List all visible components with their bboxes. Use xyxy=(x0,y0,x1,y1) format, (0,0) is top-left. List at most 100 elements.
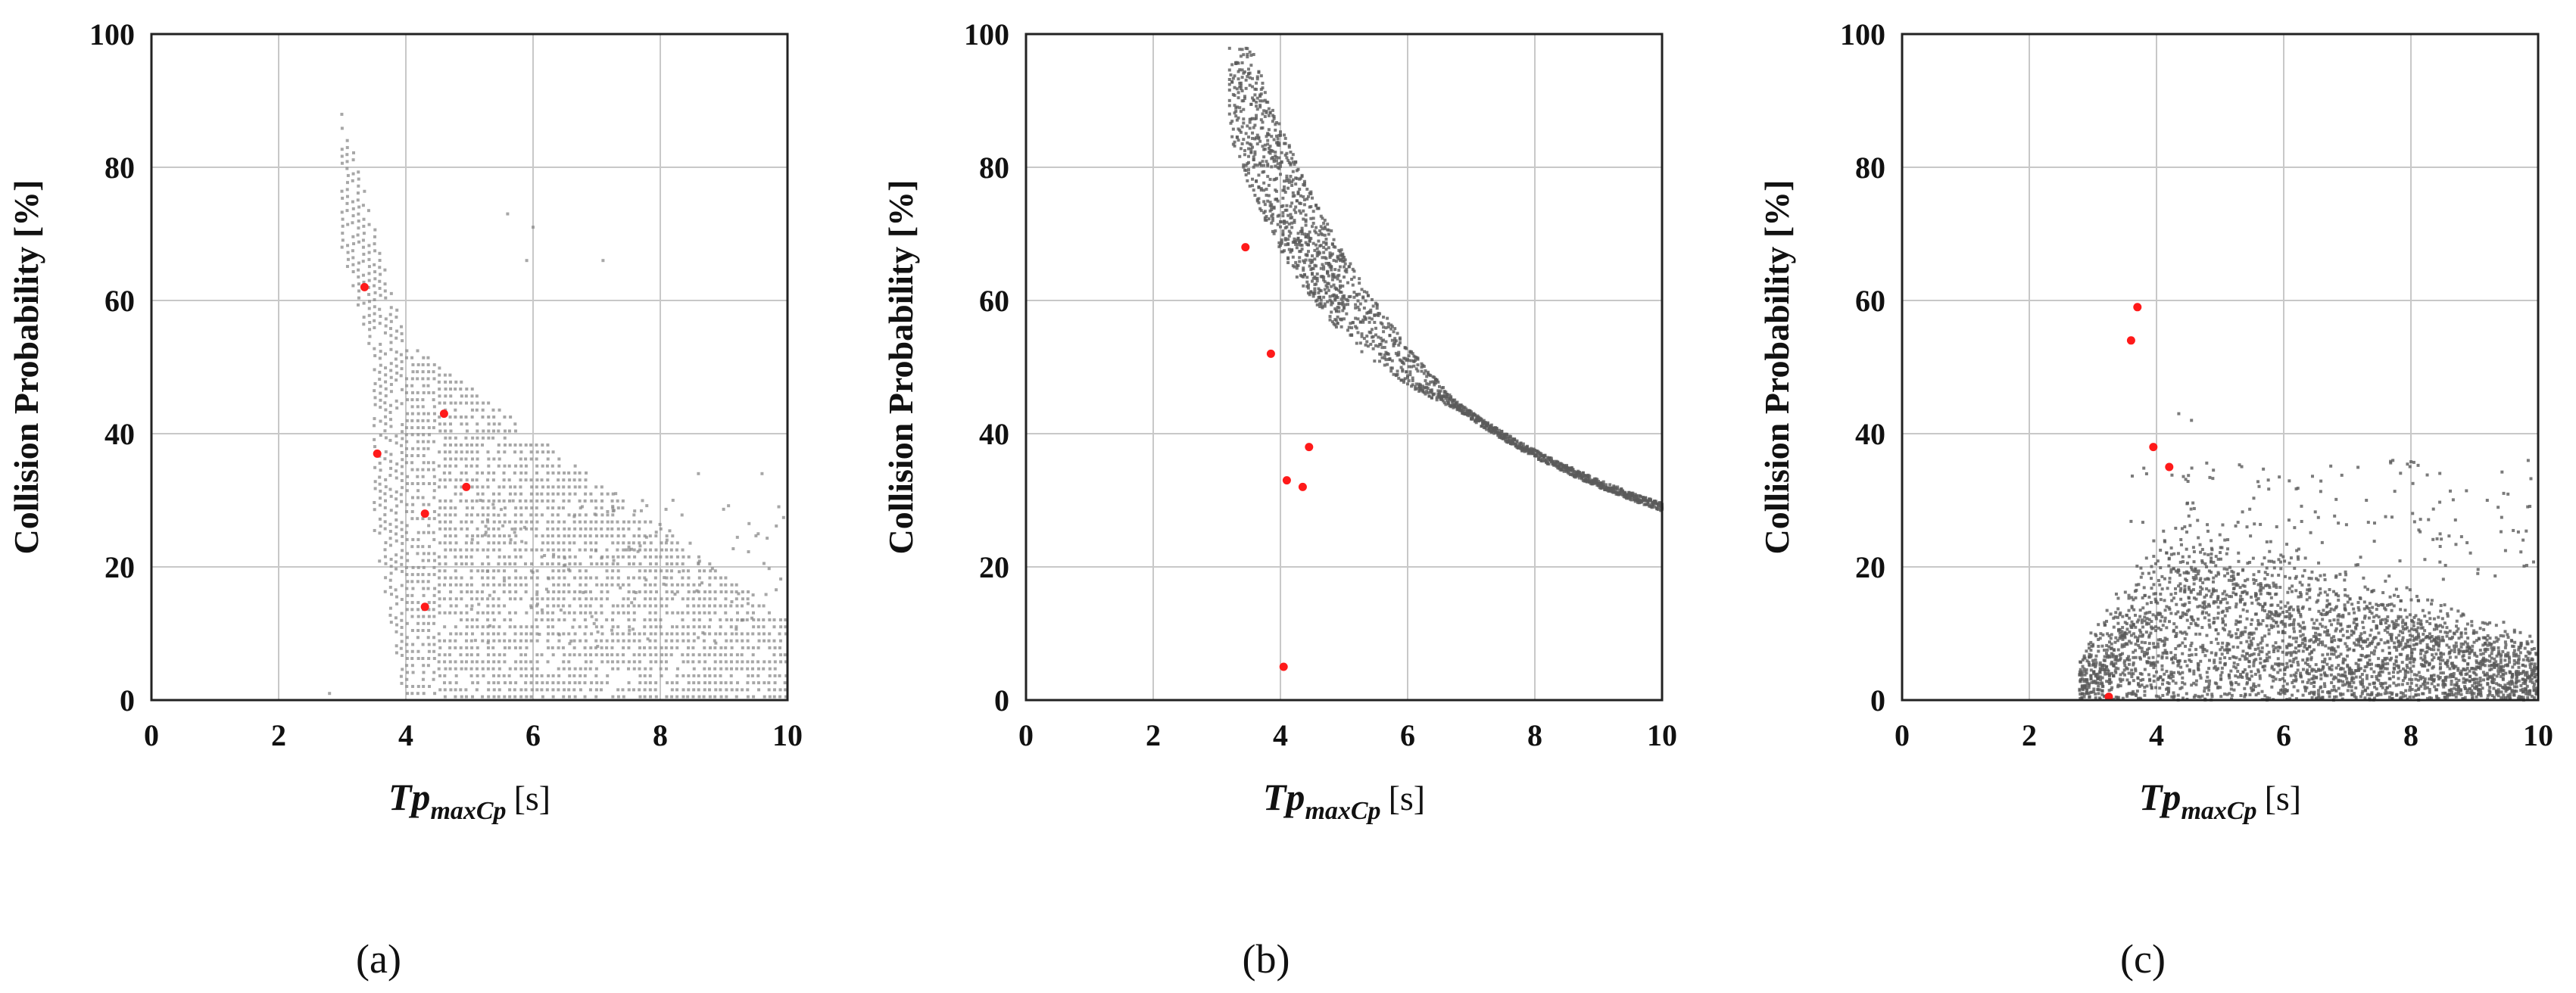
scatter-point xyxy=(1253,152,1257,156)
scatter-point xyxy=(2221,523,2225,527)
scatter-point xyxy=(510,528,514,531)
scatter-point xyxy=(2197,665,2200,669)
scatter-point xyxy=(1435,398,1439,402)
scatter-point xyxy=(373,263,376,266)
scatter-point xyxy=(529,520,533,524)
scatter-point xyxy=(497,443,501,447)
scatter-point xyxy=(675,548,678,552)
scatter-point xyxy=(600,653,604,657)
scatter-point xyxy=(2176,693,2180,697)
scatter-point xyxy=(475,394,479,398)
scatter-point xyxy=(627,590,631,593)
scatter-point xyxy=(416,405,419,409)
scatter-point xyxy=(2154,562,2158,565)
scatter-point xyxy=(1248,83,1252,87)
scatter-point xyxy=(1259,209,1263,213)
scatter-point xyxy=(1239,87,1243,91)
scatter-point xyxy=(616,527,620,531)
scatter-point xyxy=(503,541,507,545)
scatter-point xyxy=(384,324,388,328)
scatter-point xyxy=(1237,116,1240,120)
scatter-point xyxy=(568,604,572,608)
scatter-point xyxy=(405,684,409,688)
scatter-point xyxy=(2079,696,2082,700)
scatter-point xyxy=(2179,597,2183,601)
scatter-point xyxy=(470,597,474,601)
scatter-point xyxy=(665,538,669,542)
scatter-point xyxy=(2104,670,2107,674)
scatter-point xyxy=(486,485,490,489)
scatter-point xyxy=(2099,678,2103,682)
scatter-point xyxy=(492,618,496,621)
scatter-point xyxy=(449,429,453,433)
scatter-point xyxy=(426,621,430,625)
scatter-point xyxy=(2102,658,2106,662)
scatter-point xyxy=(562,695,566,699)
scatter-point xyxy=(1449,396,1453,400)
scatter-point xyxy=(1343,265,1346,269)
scatter-point xyxy=(532,226,535,229)
scatter-point xyxy=(1247,135,1250,139)
scatter-point xyxy=(410,615,414,618)
scatter-point xyxy=(2142,652,2146,656)
scatter-point xyxy=(2098,637,2102,640)
scatter-point xyxy=(427,391,431,394)
scatter-point xyxy=(491,646,495,649)
scatter-point xyxy=(481,576,485,580)
y-tick-label: 20 xyxy=(979,550,1009,584)
scatter-point xyxy=(394,616,398,620)
scatter-point xyxy=(405,509,409,513)
scatter-point xyxy=(2085,681,2089,685)
scatter-point xyxy=(740,604,744,608)
scatter-point xyxy=(2171,679,2175,683)
scatter-point xyxy=(432,405,436,409)
scatter-point xyxy=(616,653,619,657)
scatter-point xyxy=(454,625,457,629)
scatter-point xyxy=(524,583,528,587)
scatter-point xyxy=(563,471,566,475)
scatter-point xyxy=(2178,573,2181,577)
scatter-point xyxy=(1598,484,1601,487)
scatter-point xyxy=(605,646,609,649)
scatter-point xyxy=(572,597,576,601)
scatter-point xyxy=(1294,160,1298,164)
scatter-point xyxy=(610,499,614,503)
scatter-point xyxy=(1392,344,1396,347)
y-tick-label: 60 xyxy=(104,284,135,318)
scatter-point xyxy=(2201,605,2205,609)
scatter-point xyxy=(1332,272,1336,276)
scatter-point xyxy=(556,513,560,517)
scatter-point xyxy=(686,660,690,664)
scatter-point xyxy=(1346,281,1350,285)
scatter-point xyxy=(416,649,420,653)
scatter-point xyxy=(410,426,414,430)
scatter-point xyxy=(340,154,344,158)
scatter-point xyxy=(1248,126,1252,130)
scatter-point xyxy=(2169,651,2173,655)
scatter-point xyxy=(378,266,382,269)
scatter-point xyxy=(443,541,447,545)
scatter-point xyxy=(568,667,572,671)
scatter-point xyxy=(2183,590,2187,594)
scatter-point xyxy=(465,513,469,517)
scatter-point xyxy=(438,583,441,587)
scatter-point xyxy=(2194,621,2197,625)
scatter-point xyxy=(388,410,392,414)
scatter-point xyxy=(422,384,426,388)
scatter-point xyxy=(513,492,517,496)
scatter-point xyxy=(1330,266,1333,269)
scatter-point xyxy=(2121,637,2125,641)
scatter-point xyxy=(432,461,435,465)
scatter-point xyxy=(2121,696,2125,700)
scatter-point xyxy=(2111,653,2115,657)
scatter-point xyxy=(421,440,425,444)
scatter-point xyxy=(503,579,507,583)
scatter-point xyxy=(2199,676,2203,680)
scatter-point xyxy=(502,499,506,503)
scatter-point xyxy=(519,520,523,524)
scatter-point xyxy=(448,373,452,377)
scatter-point xyxy=(2165,652,2169,655)
scatter-point xyxy=(351,207,355,210)
scatter-point xyxy=(595,562,599,566)
scatter-point xyxy=(411,671,415,674)
